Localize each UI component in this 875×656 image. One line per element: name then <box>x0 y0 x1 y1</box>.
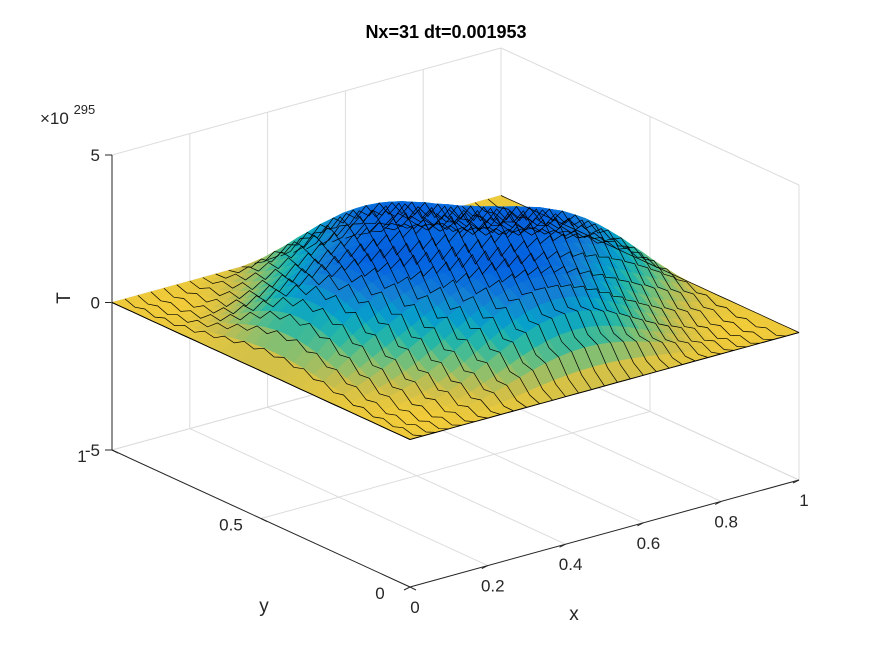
z-tick-label: 5 <box>91 146 100 165</box>
x-axis-label: x <box>569 604 579 625</box>
surface-edge-line <box>397 205 696 362</box>
surface-edge-line <box>487 198 787 337</box>
y-tick-mark <box>260 518 268 522</box>
surface-edge-line <box>319 202 618 383</box>
z-exponent-label: ×10 295 <box>40 102 95 128</box>
surface-edge-line <box>176 284 475 423</box>
surface-edge-line <box>267 223 566 397</box>
surface-boundary <box>409 332 800 440</box>
y-tick-label: 1 <box>77 447 86 466</box>
y-axis-label: y <box>259 596 269 617</box>
surface-edge-line <box>150 291 449 430</box>
x-tick-mark <box>481 565 489 570</box>
x-tick-label: 1 <box>799 491 808 510</box>
surface-edge-line <box>137 295 436 433</box>
surface-edge-line <box>448 209 748 348</box>
x-tick-mark <box>792 479 800 484</box>
surface-edge-line <box>306 204 605 387</box>
z-axis-label: T <box>54 292 75 304</box>
surface-edge-line <box>500 195 800 333</box>
surface-edge-line <box>474 202 774 340</box>
x-tick-label: 0.2 <box>481 577 505 596</box>
surface-edge-line <box>358 203 657 372</box>
x-axis-line <box>409 479 800 588</box>
y-tick-label: 0 <box>375 584 384 603</box>
surface-edge-line <box>293 209 592 390</box>
surface-edge-line <box>241 241 540 405</box>
x-tick-label: 0.6 <box>637 534 661 553</box>
x-tick-label: 0 <box>410 598 419 617</box>
svg-text:×10 295: ×10 295 <box>40 102 95 128</box>
surface-edge-line <box>461 205 761 344</box>
surface-edge-line <box>228 248 527 408</box>
surface-edge-line <box>163 287 462 426</box>
surface-edge-line <box>254 232 553 401</box>
x-tick-label: 0.8 <box>714 512 738 531</box>
surface-edge-line <box>202 263 501 415</box>
y-tick-mark <box>409 586 417 591</box>
y-tick-label: 0.5 <box>219 516 243 535</box>
surface-edge-line <box>422 209 722 355</box>
surface-edge-line <box>280 215 579 394</box>
z-tick-label: -5 <box>85 441 100 460</box>
grid-line <box>111 47 502 156</box>
x-tick-label: 0.4 <box>559 555 583 574</box>
surface-mesh <box>111 195 800 440</box>
surface-edge-line <box>189 273 488 419</box>
z-exponent-value: 295 <box>74 102 96 117</box>
x-tick-mark <box>403 586 411 591</box>
surface-edge-line <box>215 255 514 412</box>
z-exponent-prefix: ×10 <box>40 109 69 128</box>
chart-title: Nx=31 dt=0.001953 <box>365 22 526 42</box>
surface-edges <box>111 195 800 440</box>
surface-boundary <box>111 302 411 440</box>
grid-line <box>260 411 651 519</box>
x-tick-mark <box>559 543 566 548</box>
grid-line <box>500 47 800 186</box>
surface-edge-line <box>124 298 424 437</box>
x-tick-mark <box>714 500 722 505</box>
surface-edge-line <box>410 206 709 358</box>
z-tick-label: 0 <box>91 294 100 313</box>
x-tick-mark <box>637 522 644 527</box>
y-tick-mark <box>111 449 119 454</box>
